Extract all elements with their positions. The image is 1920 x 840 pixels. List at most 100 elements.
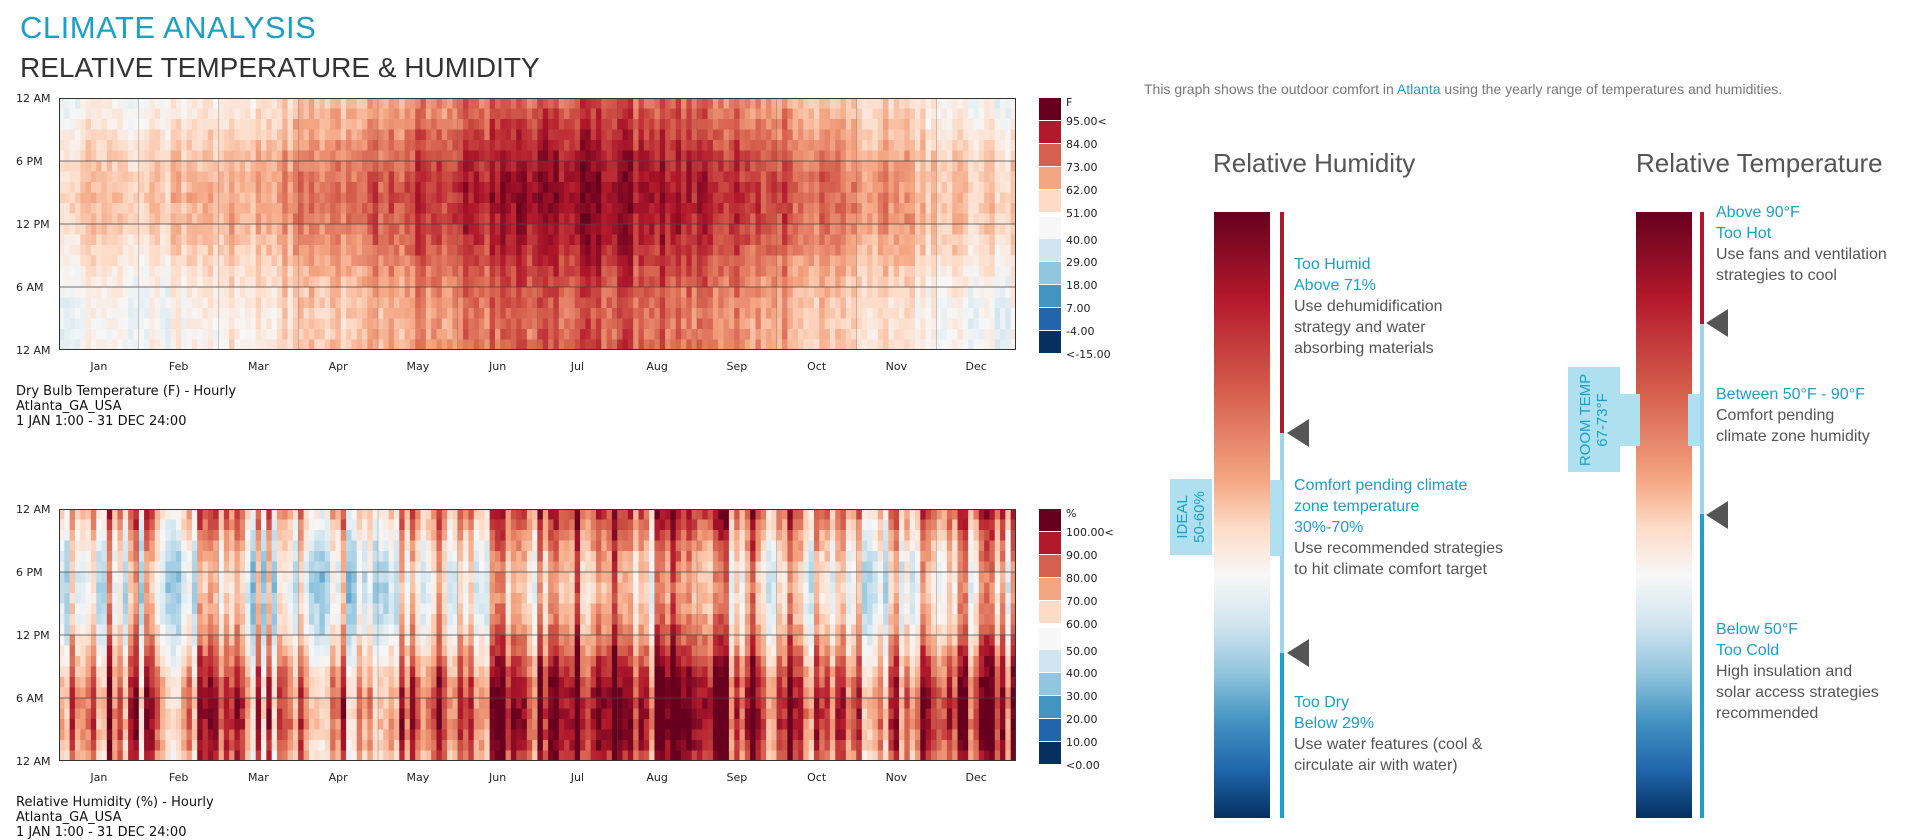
heatmap-cell (601, 329, 608, 341)
heatmap-cell (782, 119, 788, 131)
heatmap-cell (69, 614, 76, 626)
heatmap-cell (175, 572, 182, 584)
heatmap-cell (447, 255, 454, 267)
heatmap-cell (250, 308, 257, 320)
heatmap-cell (351, 140, 358, 152)
heatmap-cell (90, 687, 97, 699)
heatmap-cell (74, 108, 81, 120)
heatmap-cell (516, 140, 523, 152)
heatmap-cell (601, 182, 608, 194)
heatmap-cell (909, 129, 916, 141)
heatmap-cell (447, 297, 454, 309)
heatmap-cell (170, 750, 177, 761)
heatmap-cell (739, 171, 746, 183)
heatmap-cell (702, 108, 709, 120)
heatmap-cell (776, 171, 783, 183)
heatmap-cell (595, 329, 602, 341)
heatmap-cell (792, 119, 799, 131)
heatmap-cell (261, 224, 267, 236)
heatmap-cell (760, 171, 767, 183)
heatmap-cell (590, 266, 597, 278)
heatmap-cell (920, 255, 927, 267)
heatmap-cell (101, 666, 108, 678)
heatmap-cell (372, 108, 379, 120)
heatmap-cell (877, 297, 884, 309)
heatmap-cell (627, 234, 634, 246)
heatmap-cell (229, 119, 236, 131)
heatmap-cell (675, 129, 682, 141)
heatmap-cell (564, 129, 570, 141)
heatmap-cell (675, 119, 682, 131)
heatmap-cell (298, 339, 305, 350)
heatmap-cell (186, 129, 193, 141)
heatmap-cell (149, 98, 156, 110)
heatmap-cell (861, 234, 868, 246)
heatmap-cell (122, 192, 129, 204)
heatmap-cell (734, 287, 741, 299)
legend-swatch (1039, 262, 1061, 285)
heatmap-cell (218, 245, 225, 257)
heatmap-cell (362, 276, 368, 288)
heatmap-cell (239, 171, 246, 183)
heatmap-cell (851, 224, 858, 236)
heatmap-cell (532, 287, 539, 299)
heatmap-cell (883, 255, 889, 267)
heatmap-cell (106, 540, 113, 552)
heatmap-cell (766, 140, 773, 152)
heatmap-cell (585, 161, 592, 173)
heatmap-cell (606, 182, 613, 194)
heatmap-cell (819, 276, 826, 288)
heatmap-cell (229, 150, 236, 162)
heatmap-cell (356, 266, 363, 278)
heatmap-cell (569, 339, 576, 350)
heatmap-cell (372, 119, 379, 131)
heatmap-cell (282, 140, 289, 152)
heatmap-cell (324, 161, 331, 173)
heatmap-cell (617, 234, 624, 246)
heatmap-cell (59, 540, 65, 552)
heatmap-cell (372, 224, 379, 236)
heatmap-cell (85, 593, 92, 605)
heatmap-cell (186, 318, 193, 330)
heatmap-cell (925, 150, 932, 162)
heatmap-cell (617, 119, 624, 131)
heatmap-cell (133, 213, 140, 225)
heatmap-cell (484, 276, 491, 288)
heatmap-cell (904, 266, 911, 278)
heatmap-cell (984, 318, 991, 330)
heatmap-cell (500, 161, 507, 173)
heatmap-cell (90, 150, 97, 162)
heatmap-cell (122, 740, 129, 752)
heatmap-cell (431, 171, 438, 183)
heatmap-cell (80, 297, 87, 309)
heatmap-cell (96, 719, 103, 731)
heatmap-cell (824, 150, 831, 162)
heatmap-cell (457, 224, 464, 236)
heatmap-cell (64, 203, 71, 215)
heatmap-cell (686, 119, 693, 131)
heatmap-cell (766, 98, 773, 110)
heatmap-cell (500, 245, 507, 257)
heatmap-cell (59, 635, 65, 647)
heatmap-cell (404, 192, 411, 204)
heatmap-cell (335, 297, 342, 309)
heatmap-cell (372, 276, 379, 288)
heatmap-cell (649, 234, 656, 246)
heatmap-cell (85, 750, 92, 761)
heatmap-cell (351, 224, 358, 236)
heatmap-cell (266, 171, 273, 183)
heatmap-cell (96, 645, 103, 657)
heatmap-cell (234, 161, 241, 173)
heatmap-cell (431, 119, 438, 131)
heatmap-cell (314, 108, 321, 120)
heatmap-cell (686, 150, 693, 162)
heatmap-cell (494, 161, 501, 173)
heatmap-cell (133, 540, 140, 552)
heatmap-cell (611, 213, 618, 225)
heatmap-cell (314, 339, 321, 350)
heatmap-cell (149, 740, 156, 752)
heatmap-cell (654, 255, 661, 267)
heatmap-cell (425, 129, 432, 141)
heatmap-cell (1005, 150, 1012, 162)
heatmap-cell (324, 255, 331, 267)
